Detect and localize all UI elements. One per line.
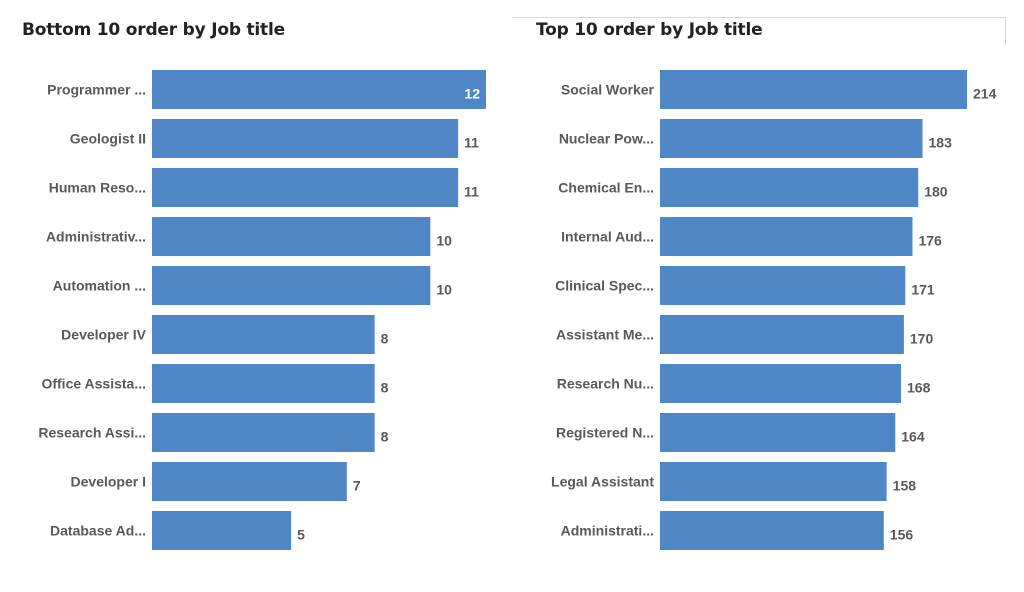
data-label: 183 — [929, 135, 953, 151]
top-10-chart-panel: Top 10 order by Job title Social Worker 2… — [512, 0, 1024, 592]
panel-border-right — [1005, 17, 1006, 45]
data-label: 180 — [924, 184, 948, 200]
data-label: 8 — [381, 429, 389, 445]
bar[interactable] — [660, 217, 913, 256]
category-label: Administrati... — [561, 523, 654, 539]
category-label: Social Worker — [561, 82, 655, 98]
data-label: 7 — [353, 478, 361, 494]
bottom-10-chart-panel: Bottom 10 order by Job title Programmer … — [22, 20, 486, 550]
category-label: Registered N... — [556, 425, 654, 441]
bar[interactable] — [152, 364, 375, 403]
category-label: Legal Assistant — [551, 474, 654, 490]
bar[interactable] — [660, 413, 896, 452]
panel-border-top — [512, 17, 1006, 18]
bar[interactable] — [660, 364, 902, 403]
category-label: Automation ... — [53, 278, 146, 294]
bar[interactable] — [660, 511, 884, 550]
bottom-10-bar-chart: Programmer ... 12 Geologist II 11 Human Reso… — [38, 70, 486, 550]
category-label: Human Reso... — [49, 180, 146, 196]
bar[interactable] — [152, 315, 375, 354]
category-label: Database Ad... — [50, 523, 146, 539]
bar[interactable] — [152, 70, 486, 109]
category-label: Geologist II — [70, 131, 146, 147]
data-label: 156 — [890, 527, 914, 543]
category-label: Developer I — [71, 474, 146, 490]
category-label: Research Nu... — [557, 376, 654, 392]
category-label: Administrativ... — [46, 229, 146, 245]
data-label: 10 — [436, 282, 452, 298]
data-label: 170 — [910, 331, 934, 347]
data-label: 11 — [464, 184, 479, 200]
bar[interactable] — [152, 462, 347, 501]
category-label: Programmer ... — [47, 82, 146, 98]
category-label: Internal Aud... — [561, 229, 654, 245]
bar[interactable] — [152, 413, 375, 452]
data-label: 168 — [907, 380, 931, 396]
bar[interactable] — [152, 266, 431, 305]
category-label: Clinical Spec... — [555, 278, 654, 294]
data-label: 11 — [464, 135, 479, 151]
top-10-bar-chart: Social Worker 214 Nuclear Pow... 183 Chemica… — [551, 70, 997, 550]
category-label: Office Assista... — [41, 376, 146, 392]
data-label: 5 — [297, 527, 305, 543]
category-label: Developer IV — [61, 327, 146, 343]
category-label: Chemical En... — [558, 180, 654, 196]
bar[interactable] — [660, 70, 967, 109]
data-label: 12 — [464, 86, 480, 102]
bar[interactable] — [660, 315, 904, 354]
bar[interactable] — [152, 217, 431, 256]
bar[interactable] — [660, 462, 887, 501]
data-label: 171 — [911, 282, 935, 298]
bar[interactable] — [660, 119, 923, 158]
data-label: 8 — [381, 331, 389, 347]
bar[interactable] — [152, 511, 292, 550]
category-label: Assistant Me... — [556, 327, 654, 343]
data-label: 10 — [436, 233, 452, 249]
bar[interactable] — [152, 119, 459, 158]
category-label: Research Assi... — [38, 425, 146, 441]
chart-title: Bottom 10 order by Job title — [22, 20, 285, 40]
bar[interactable] — [660, 168, 919, 207]
bar[interactable] — [152, 168, 459, 207]
data-label: 8 — [381, 380, 389, 396]
data-label: 164 — [901, 429, 925, 445]
chart-title: Top 10 order by Job title — [536, 20, 763, 40]
data-label: 214 — [973, 86, 997, 102]
bar[interactable] — [660, 266, 906, 305]
data-label: 176 — [918, 233, 942, 249]
data-label: 158 — [893, 478, 917, 494]
category-label: Nuclear Pow... — [559, 131, 654, 147]
